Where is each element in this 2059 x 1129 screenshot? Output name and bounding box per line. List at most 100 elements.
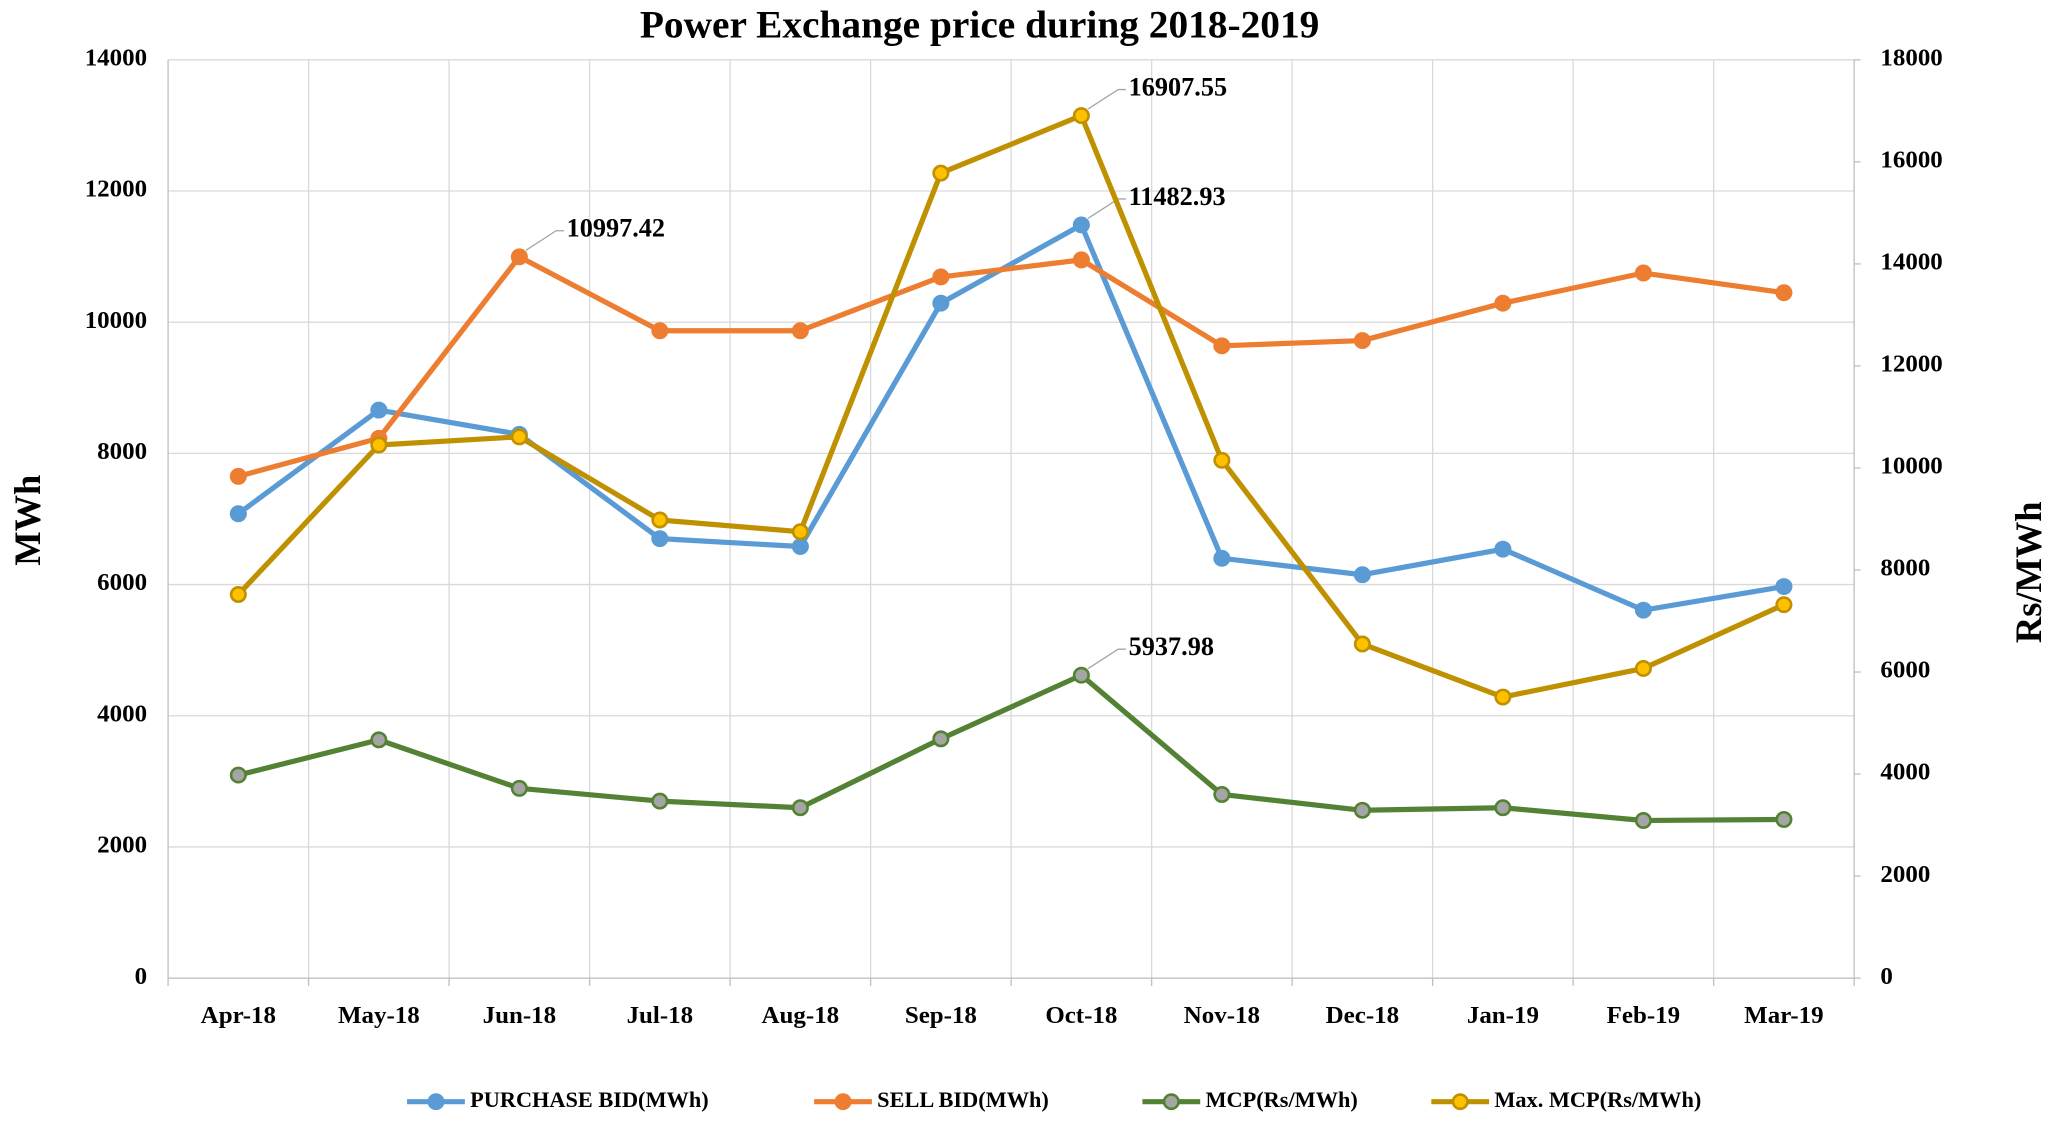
point bbox=[1072, 251, 1090, 269]
y-tick-label: 2000 bbox=[97, 832, 147, 859]
point bbox=[510, 779, 528, 797]
y2-axis-title: Rs/MWh bbox=[2008, 502, 2049, 644]
y-tick-label: 12000 bbox=[85, 176, 147, 203]
leader-line bbox=[1087, 648, 1127, 670]
point bbox=[932, 294, 950, 312]
point bbox=[932, 164, 950, 182]
x-tick-label: Feb-19 bbox=[1607, 1002, 1680, 1029]
legend-label: MCP(Rs/MWh) bbox=[1205, 1087, 1357, 1112]
legend-marker bbox=[1162, 1093, 1180, 1111]
data-label: 16907.55 bbox=[1129, 73, 1227, 102]
point bbox=[1775, 578, 1793, 595]
data-label: 5937.98 bbox=[1129, 632, 1214, 661]
y2-tick-label: 10000 bbox=[1880, 453, 1942, 480]
series-line bbox=[236, 222, 1785, 613]
point bbox=[1353, 332, 1371, 350]
y2-tick-label: 8000 bbox=[1880, 555, 1930, 582]
point bbox=[791, 322, 809, 340]
leader-line bbox=[1087, 88, 1127, 110]
point bbox=[791, 799, 809, 817]
point bbox=[1634, 659, 1652, 677]
point bbox=[1353, 801, 1371, 819]
y-tick-label: 4000 bbox=[97, 701, 147, 728]
x-tick-label: Nov-18 bbox=[1184, 1002, 1260, 1029]
x-tick-label: Oct-18 bbox=[1045, 1002, 1117, 1029]
point bbox=[1494, 799, 1512, 817]
y2-tick-label: 12000 bbox=[1880, 351, 1942, 378]
y2-tick-label: 14000 bbox=[1880, 249, 1942, 276]
point bbox=[370, 436, 388, 454]
y-tick-label: 0 bbox=[135, 963, 147, 990]
point bbox=[1494, 688, 1512, 706]
x-tick-label: Jul-18 bbox=[627, 1002, 694, 1029]
y-tick-label: 6000 bbox=[97, 569, 147, 596]
point bbox=[229, 505, 247, 523]
x-tick-label: Mar-19 bbox=[1744, 1002, 1823, 1029]
chart-title: Power Exchange price during 2018-2019 bbox=[640, 4, 1320, 47]
point bbox=[229, 766, 247, 784]
point bbox=[1634, 264, 1652, 282]
x-tick-label: May-18 bbox=[338, 1002, 420, 1029]
data-label: 10997.42 bbox=[567, 214, 665, 243]
x-tick-label: Jun-18 bbox=[483, 1002, 556, 1029]
point bbox=[651, 511, 669, 529]
point bbox=[932, 730, 950, 748]
y2-tick-label: 4000 bbox=[1880, 759, 1930, 786]
point bbox=[1775, 811, 1793, 828]
point bbox=[510, 248, 528, 266]
point bbox=[370, 731, 388, 749]
leader-line bbox=[525, 230, 564, 251]
point bbox=[791, 523, 809, 541]
point bbox=[651, 530, 669, 548]
point bbox=[1213, 451, 1231, 469]
point bbox=[932, 268, 950, 286]
series-line bbox=[237, 672, 1784, 824]
point bbox=[1353, 566, 1371, 584]
legend-marker bbox=[834, 1093, 852, 1111]
point bbox=[651, 792, 669, 810]
point bbox=[1775, 284, 1793, 302]
x-tick-label: Dec-18 bbox=[1326, 1002, 1399, 1029]
point bbox=[651, 322, 669, 340]
legend-label: SELL BID(MWh) bbox=[877, 1087, 1049, 1112]
legend-marker bbox=[1451, 1093, 1469, 1111]
point bbox=[1634, 812, 1652, 829]
y-tick-label: 14000 bbox=[85, 45, 147, 72]
data-label: 11482.93 bbox=[1129, 182, 1226, 211]
point bbox=[1494, 540, 1512, 558]
x-tick-label: Aug-18 bbox=[762, 1002, 840, 1029]
series-line bbox=[237, 254, 1785, 479]
y2-tick-label: 6000 bbox=[1880, 657, 1930, 684]
legend-marker bbox=[427, 1093, 445, 1111]
y2-tick-label: 2000 bbox=[1880, 861, 1930, 888]
point bbox=[370, 401, 388, 419]
point bbox=[1072, 107, 1090, 125]
x-tick-label: Sep-18 bbox=[905, 1002, 977, 1029]
y2-tick-label: 0 bbox=[1880, 963, 1892, 990]
point bbox=[1494, 294, 1512, 312]
point bbox=[1775, 596, 1793, 614]
point bbox=[1634, 601, 1652, 619]
y-tick-label: 10000 bbox=[85, 307, 147, 334]
x-tick-label: Apr-18 bbox=[201, 1002, 276, 1029]
point bbox=[510, 428, 528, 446]
point bbox=[1213, 549, 1231, 567]
point bbox=[1072, 216, 1090, 234]
legend-label: PURCHASE BID(MWh) bbox=[470, 1087, 709, 1112]
point bbox=[1353, 635, 1371, 653]
point bbox=[229, 586, 247, 603]
y-tick-label: 8000 bbox=[97, 438, 147, 465]
series-line bbox=[236, 112, 1785, 700]
y2-tick-label: 18000 bbox=[1880, 45, 1942, 72]
legend-label: Max. MCP(Rs/MWh) bbox=[1494, 1087, 1701, 1112]
point bbox=[1213, 786, 1231, 803]
point bbox=[1072, 666, 1090, 684]
point bbox=[1213, 337, 1231, 355]
point bbox=[791, 538, 809, 555]
y-axis-title: MWh bbox=[7, 475, 48, 566]
y2-tick-label: 16000 bbox=[1880, 147, 1942, 174]
point bbox=[229, 467, 247, 485]
x-tick-label: Jan-19 bbox=[1467, 1002, 1539, 1029]
